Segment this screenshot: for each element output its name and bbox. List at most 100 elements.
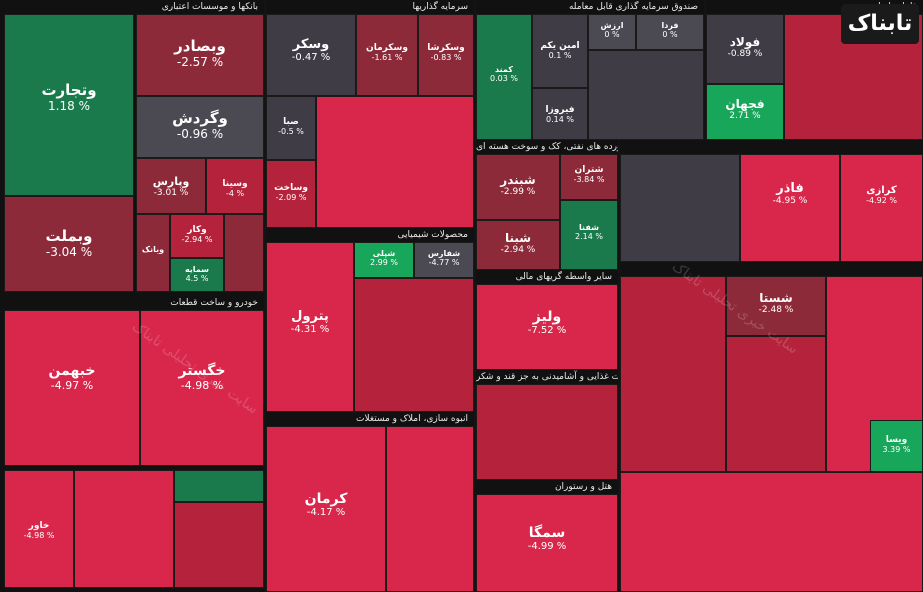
tile-kgostar[interactable]: خگستر -4.98 %: [140, 310, 264, 466]
tile-shebina[interactable]: شبنا -2.94 %: [476, 220, 560, 270]
tile-pct: 3.39 %: [882, 445, 911, 454]
tile-karazi[interactable]: کرازی -4.92 %: [840, 154, 923, 262]
tile-pct: -4.77 %: [428, 258, 460, 267]
tile-pct: 0.14 %: [546, 115, 574, 124]
tile-samaye[interactable]: سمایه 4.5 %: [170, 258, 224, 292]
tile-amin[interactable]: امین یکم 0.1 %: [532, 14, 588, 88]
tile-pct: 1.18 %: [48, 99, 90, 113]
tile-shafaras[interactable]: شفارس -4.77 %: [414, 242, 474, 278]
tile-arzesh[interactable]: ارزش 0 %: [588, 14, 636, 50]
tile-vsina[interactable]: وسینا -4 %: [206, 158, 264, 214]
tile-vbank[interactable]: وبانک: [136, 214, 170, 292]
tile-khbahman[interactable]: خبهمن -4.97 %: [4, 310, 140, 466]
tile-pct: -2.48 %: [758, 305, 794, 315]
section-title: هتل و رستوران: [554, 482, 612, 492]
tile-pct: -4.95 %: [772, 196, 808, 206]
section-metals: فلزات اساسی فولاد -0.89 % فجهان 2.71 % ت…: [706, 0, 923, 140]
tile-funds-misc[interactable]: [588, 50, 704, 140]
tile-name: شستا: [759, 291, 793, 305]
tile-pct: -4.98 %: [180, 379, 224, 392]
tile-petrol[interactable]: پترول -4.31 %: [266, 242, 354, 412]
section-title: انبوه سازی، املاک و مستغلات: [356, 414, 468, 424]
tile-kamad[interactable]: کمند 0.03 %: [476, 14, 532, 140]
tile-pct: 0 %: [604, 30, 620, 39]
section-investment: سرمایه گذاریها وسکر -0.47 % وسکرمان -1.6…: [266, 0, 474, 228]
tile-name: فجهان: [725, 97, 765, 111]
tile-tejarat[interactable]: وتجارت 1.18 %: [4, 14, 134, 196]
tile-pct: -0.89 %: [727, 49, 763, 59]
section-realestate: انبوه سازی، املاک و مستغلات کرمان -4.17 …: [266, 412, 474, 592]
tile-name: وتجارت: [41, 81, 97, 99]
tile-shafna[interactable]: شفنا 2.14 %: [560, 200, 618, 270]
tile-pct: -4.17 %: [306, 507, 346, 518]
tile-fardad[interactable]: فردا 0 %: [636, 14, 704, 50]
tile-name: ارزش: [600, 21, 624, 30]
section-auto: خودرو و ساخت قطعات خبهمن -4.97 % خگستر -…: [0, 296, 264, 592]
tile-name: شپلی: [372, 249, 396, 258]
tile-fjahan[interactable]: فجهان 2.71 %: [706, 84, 784, 140]
tile-name: کمند: [495, 65, 513, 74]
tile-food-misc[interactable]: [476, 384, 618, 480]
tile-kerman[interactable]: کرمان -4.17 %: [266, 426, 386, 592]
section-financial: سایر واسطه گریهای مالی ولیز -7.52 %: [476, 270, 618, 370]
tile-pct: 2.99 %: [370, 258, 398, 267]
tile-invest-misc[interactable]: [316, 96, 474, 228]
tile-vbmellat[interactable]: وبملت -3.04 %: [4, 196, 134, 292]
tile-name: شبنا: [504, 231, 532, 245]
tile-name: خبهمن: [48, 363, 96, 379]
tile-chem-misc[interactable]: [354, 278, 474, 412]
tile-veskerman[interactable]: وسکرمان -1.61 %: [356, 14, 418, 96]
tile-pct: -0.5 %: [278, 127, 304, 136]
tile-vesker[interactable]: وسکر -0.47 %: [266, 14, 356, 96]
tile-shasta[interactable]: شستا -2.48 %: [726, 276, 826, 336]
tile-vsa[interactable]: ویسا 3.39 %: [870, 420, 923, 472]
tile-pct: -2.57 %: [176, 55, 224, 69]
tile-pct: -4 %: [225, 189, 245, 198]
tile-shabandar[interactable]: شبندر -2.99 %: [476, 154, 560, 220]
tile-fader[interactable]: فاذر -4.95 %: [740, 154, 840, 262]
tile-name: وسکرمان: [366, 43, 408, 53]
tile-pct: -7.52 %: [527, 325, 567, 336]
tile-name: وکار: [187, 225, 207, 235]
tile-shetran[interactable]: شتران -3.84 %: [560, 154, 618, 200]
tile-misc-d[interactable]: [726, 336, 826, 472]
tile-khavar[interactable]: خاور -4.98 %: [4, 470, 74, 588]
tile-name: امین یکم: [540, 41, 580, 51]
tile-auto-misc1[interactable]: [74, 470, 174, 588]
tile-name: سمگا: [528, 525, 566, 541]
tile-realestate-misc[interactable]: [386, 426, 474, 592]
tile-misc-b[interactable]: [620, 276, 726, 472]
section-title: محصولات غذایی و آشامیدنی به جز قند و شکر: [476, 372, 618, 382]
tile-saba[interactable]: صبا -0.5 %: [266, 96, 316, 160]
tile-pct: -4.99 %: [527, 541, 567, 552]
tile-auto-green[interactable]: [174, 470, 264, 502]
tile-misc-e[interactable]: [620, 472, 923, 592]
tile-vparas[interactable]: وپارس -3.01 %: [136, 158, 206, 214]
section-title: سایر واسطه گریهای مالی: [515, 272, 612, 282]
tile-vkar[interactable]: وکار -2.94 %: [170, 214, 224, 258]
tile-name: وبملت: [45, 227, 93, 245]
tile-shepli[interactable]: شپلی 2.99 %: [354, 242, 414, 278]
tile-pct: 4.5 %: [185, 274, 209, 283]
section-misc-right: فاذر -4.95 % کرازی -4.92 % شستا -2.48 % …: [620, 140, 923, 592]
tile-semga[interactable]: سمگا -4.99 %: [476, 494, 618, 592]
tile-bank-misc[interactable]: [224, 214, 264, 292]
tile-pct: 0 %: [662, 30, 678, 39]
tile-pct: 0.1 %: [548, 51, 572, 60]
tile-foolad[interactable]: فولاد -0.89 %: [706, 14, 784, 84]
tile-name: شبندر: [500, 173, 536, 187]
tile-name: وساخت: [274, 183, 308, 193]
tile-vlez[interactable]: ولیز -7.52 %: [476, 284, 618, 370]
tile-auto-misc2[interactable]: [174, 502, 264, 588]
tile-name: شفارس: [427, 249, 461, 258]
tile-misc-a[interactable]: [620, 154, 740, 262]
tile-pct: -2.94 %: [500, 245, 536, 255]
tile-veskersha[interactable]: وسکرشا -0.83 %: [418, 14, 474, 96]
tile-pct: -0.83 %: [430, 53, 462, 62]
tile-vgardesh[interactable]: وگردش -0.96 %: [136, 96, 264, 158]
tile-firoza[interactable]: فیروزا 0.14 %: [532, 88, 588, 140]
tile-vsakhtar[interactable]: وساخت -2.09 %: [266, 160, 316, 228]
tile-name: کرمان: [304, 491, 348, 507]
tile-vbsader[interactable]: وبصادر -2.57 %: [136, 14, 264, 96]
tile-pct: -2.99 %: [500, 187, 536, 197]
